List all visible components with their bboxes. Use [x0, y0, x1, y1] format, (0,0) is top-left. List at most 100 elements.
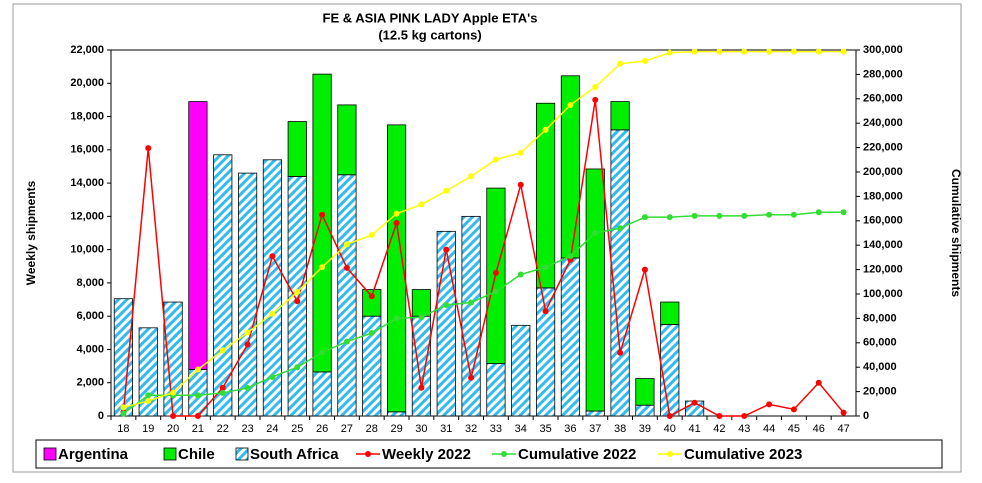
series-point — [592, 83, 599, 90]
bar-segment — [188, 101, 208, 370]
series-point — [741, 413, 748, 419]
bar-segment — [312, 371, 332, 417]
x-tick-label: 32 — [465, 423, 477, 435]
bar-segment — [486, 363, 506, 417]
series-point — [641, 58, 648, 65]
series-point — [542, 308, 549, 315]
y-tick-label: 10,000 — [70, 244, 104, 256]
x-tick-label: 22 — [217, 423, 229, 435]
bar-segment — [312, 73, 332, 373]
legend-marker — [365, 451, 371, 457]
legend-label: Cumulative 2023 — [684, 446, 802, 463]
series-point — [120, 410, 127, 417]
x-tick-label: 40 — [664, 423, 676, 435]
y-axis-label: Weekly shipments — [24, 180, 38, 285]
x-tick-label: 35 — [539, 423, 551, 435]
series-point — [468, 299, 475, 306]
legend-label: Argentina — [58, 446, 129, 463]
legend-swatch — [43, 447, 57, 461]
x-tick-label: 46 — [813, 423, 825, 435]
series-point — [815, 209, 822, 216]
y2-tick-label: 180,000 — [863, 190, 903, 202]
series-point — [567, 101, 574, 108]
series-point — [294, 298, 301, 305]
series-point — [542, 126, 549, 133]
series-point — [343, 241, 350, 248]
bar-segment — [386, 411, 407, 417]
series-point — [790, 211, 797, 218]
legend-swatch — [163, 447, 177, 461]
y-tick-label: 22,000 — [70, 44, 104, 56]
series-point — [766, 48, 773, 55]
series-point — [368, 232, 375, 239]
y2-tick-label: 220,000 — [863, 142, 903, 154]
series-point — [716, 48, 723, 55]
series-point — [492, 288, 499, 295]
bar-segment — [411, 289, 432, 317]
series-point — [492, 156, 499, 163]
series-point — [294, 364, 301, 371]
x-tick-label: 36 — [564, 423, 576, 435]
legend-marker — [667, 451, 673, 457]
series-point — [120, 404, 127, 411]
y-tick-label: 0 — [98, 410, 104, 422]
series-point — [617, 349, 624, 356]
series-point — [145, 145, 152, 152]
legend-swatch — [235, 447, 249, 461]
series-point — [567, 253, 574, 260]
series-point — [319, 349, 326, 356]
bar-segment — [660, 324, 680, 417]
series-point — [269, 310, 276, 317]
bar-segment — [610, 101, 630, 131]
series-point — [617, 60, 624, 67]
y2-tick-label: 160,000 — [863, 215, 903, 227]
series-point — [219, 389, 226, 396]
legend-marker — [501, 451, 507, 457]
series-point — [815, 48, 822, 55]
y2-tick-label: 120,000 — [863, 264, 903, 276]
x-tick-label: 44 — [763, 423, 775, 435]
x-tick-label: 24 — [266, 423, 278, 435]
bar-segment — [337, 174, 357, 417]
series-point — [666, 413, 673, 419]
series-point — [219, 347, 226, 354]
bar-segment — [287, 121, 307, 177]
series-point — [617, 225, 624, 232]
series-point — [443, 301, 450, 308]
bar-segment — [535, 102, 556, 289]
y-tick-label: 12,000 — [70, 210, 104, 222]
series-point — [393, 210, 400, 217]
x-tick-label: 27 — [341, 423, 353, 435]
y2-tick-label: 20,000 — [863, 386, 897, 398]
bar-segment — [138, 327, 158, 417]
x-tick-label: 30 — [415, 423, 427, 435]
series-point — [443, 187, 450, 194]
series-point — [716, 212, 723, 219]
series-point — [790, 48, 797, 55]
y2-tick-label: 0 — [863, 410, 869, 422]
series-point — [542, 264, 549, 271]
series-point — [592, 96, 599, 103]
series-point — [294, 289, 301, 296]
x-tick-label: 41 — [688, 423, 700, 435]
series-point — [244, 329, 251, 336]
series-point — [393, 220, 400, 227]
bar-segment — [560, 257, 581, 417]
series-point — [641, 266, 648, 273]
x-tick-label: 23 — [241, 423, 253, 435]
series-point — [269, 373, 276, 380]
y-tick-label: 6,000 — [76, 310, 104, 322]
series-point — [716, 413, 723, 419]
series-point — [666, 214, 673, 221]
series-line — [123, 50, 844, 409]
series-point — [666, 49, 673, 56]
series-point — [468, 173, 475, 180]
y-tick-label: 18,000 — [70, 110, 104, 122]
bar-segment — [635, 404, 655, 417]
series-point — [244, 384, 251, 391]
bar-segment — [660, 301, 680, 325]
y2-axis-label: Cumulative shipments — [949, 169, 963, 297]
x-tick-label: 28 — [366, 423, 378, 435]
y-tick-label: 4,000 — [76, 343, 104, 355]
series-point — [815, 379, 822, 386]
